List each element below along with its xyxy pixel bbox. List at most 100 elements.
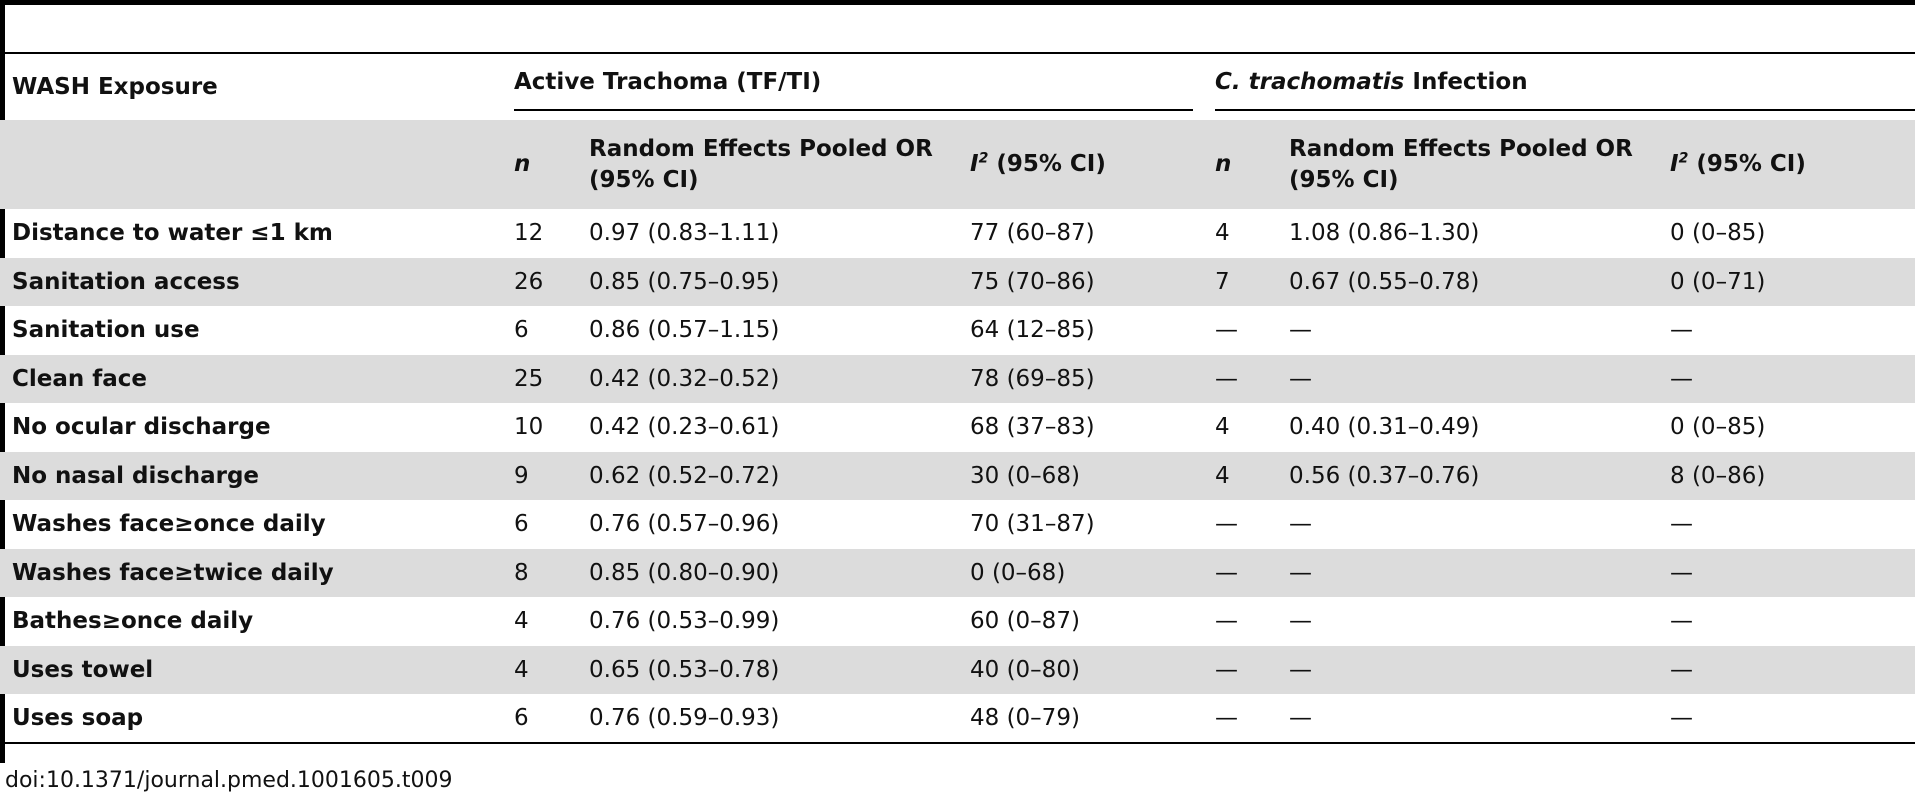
n-trachoma-cell: 4 [514,608,529,635]
exposure-cell: No ocular discharge [12,414,271,441]
i2-infection-cell: — [1670,365,1694,392]
n-trachoma-cell: 12 [514,220,544,247]
or-infection-cell: 1.08 (0.86–1.30) [1289,220,1480,247]
table-row: No nasal discharge 9 0.62 (0.52–0.72) 30… [0,451,1915,500]
n-infection-cell: — [1215,704,1239,731]
i2-trachoma-cell: 30 (0–68) [970,462,1080,489]
i2-ci-infection: (95% CI) [1688,151,1806,177]
doi-footnote: doi:10.1371/journal.pmed.1001605.t009 [5,768,453,793]
or-trachoma-cell: 0.65 (0.53–0.78) [589,656,780,683]
or-trachoma-cell: 0.62 (0.52–0.72) [589,462,780,489]
i2-trachoma-cell: 78 (69–85) [970,365,1095,392]
exposure-cell: Clean face [12,365,148,392]
i2-infection-cell: — [1670,656,1694,683]
n-header-infection: n [1215,151,1232,177]
i2-letter-trachoma: I [970,151,979,177]
exposure-cell: Washes face≥twice daily [12,559,334,586]
n-infection-cell: — [1215,559,1239,586]
or-infection-cell: — [1289,559,1313,586]
or-infection-cell: — [1289,365,1313,392]
n-infection-cell: — [1215,511,1239,538]
table-header: WASH Exposure Active Trachoma (TF/TI) C.… [0,53,1915,209]
table-row: Uses towel 4 0.65 (0.53–0.78) 40 (0–80) … [0,645,1915,694]
or-infection-cell: 0.67 (0.55–0.78) [1289,268,1480,295]
exposure-cell: Uses towel [12,656,154,683]
or-header-infection-line2: (95% CI) [1289,166,1399,193]
i2-header-trachoma: I2 (95% CI) [970,120,1215,209]
or-infection-cell: — [1289,511,1313,538]
i2-trachoma-cell: 70 (31–87) [970,511,1095,538]
n-header-trachoma: n [514,151,531,177]
i2-trachoma-cell: 75 (70–86) [970,268,1095,295]
or-trachoma-cell: 0.97 (0.83–1.11) [589,220,780,247]
or-trachoma-cell: 0.42 (0.32–0.52) [589,365,780,392]
i2-trachoma-cell: 64 (12–85) [970,317,1095,344]
exposure-subheader-blank [0,120,514,209]
table-row: No ocular discharge 10 0.42 (0.23–0.61) … [0,403,1915,452]
or-header-trachoma-line1: Random Effects Pooled OR [589,135,933,162]
table-row: Sanitation use 6 0.86 (0.57–1.15) 64 (12… [0,306,1915,355]
table-row: Distance to water ≤1 km 12 0.97 (0.83–1.… [0,209,1915,258]
table-row: Bathes≥once daily 4 0.76 (0.53–0.99) 60 … [0,597,1915,646]
or-infection-cell: — [1289,317,1313,344]
or-trachoma-cell: 0.76 (0.53–0.99) [589,608,780,635]
n-trachoma-cell: 6 [514,704,529,731]
or-header-trachoma-line2: (95% CI) [589,166,699,193]
i2-infection-cell: 8 (0–86) [1670,462,1766,489]
table-row: Uses soap 6 0.76 (0.59–0.93) 48 (0–79) —… [0,694,1915,743]
i2-superscript-trachoma: 2 [978,150,989,167]
i2-header-infection: I2 (95% CI) [1670,120,1915,209]
n-trachoma-cell: 8 [514,559,529,586]
n-infection-cell: — [1215,656,1239,683]
active-trachoma-header-text: Active Trachoma (TF/TI) [514,67,1194,111]
or-trachoma-cell: 0.85 (0.75–0.95) [589,268,780,295]
i2-infection-cell: 0 (0–85) [1670,414,1766,441]
exposure-cell: Washes face≥once daily [12,511,326,538]
or-trachoma-cell: 0.86 (0.57–1.15) [589,317,780,344]
n-trachoma-cell: 26 [514,268,544,295]
n-infection-cell: 7 [1215,268,1230,295]
left-rule [0,0,5,763]
n-infection-cell: — [1215,608,1239,635]
i2-trachoma-cell: 68 (37–83) [970,414,1095,441]
exposure-cell: No nasal discharge [12,462,260,489]
table-row: Washes face≥twice daily 8 0.85 (0.80–0.9… [0,548,1915,597]
i2-infection-cell: — [1670,704,1694,731]
ct-species-name: C. trachomatis [1215,69,1405,95]
active-trachoma-header: Active Trachoma (TF/TI) [514,53,1215,120]
n-infection-cell: — [1215,365,1239,392]
exposure-cell: Distance to water ≤1 km [12,220,333,247]
ct-infection-word: Infection [1404,69,1528,95]
or-trachoma-cell: 0.76 (0.57–0.96) [589,511,780,538]
n-infection-cell: 4 [1215,220,1230,247]
table-row: Sanitation access 26 0.85 (0.75–0.95) 75… [0,257,1915,306]
or-header-infection: Random Effects Pooled OR (95% CI) [1289,120,1670,209]
or-infection-cell: 0.56 (0.37–0.76) [1289,462,1480,489]
i2-trachoma-cell: 60 (0–87) [970,608,1080,635]
i2-letter-infection: I [1670,151,1679,177]
i2-trachoma-cell: 40 (0–80) [970,656,1080,683]
exposure-cell: Bathes≥once daily [12,608,254,635]
i2-trachoma-cell: 77 (60–87) [970,220,1095,247]
i2-infection-cell: — [1670,559,1694,586]
n-trachoma-cell: 4 [514,656,529,683]
header-sub-row: n Random Effects Pooled OR (95% CI) I2 (9… [0,120,1915,209]
or-header-trachoma: Random Effects Pooled OR (95% CI) [589,120,970,209]
top-rule [0,0,1915,5]
table-row: Clean face 25 0.42 (0.32–0.52) 78 (69–85… [0,354,1915,403]
i2-trachoma-cell: 48 (0–79) [970,704,1080,731]
header-group-row: WASH Exposure Active Trachoma (TF/TI) C.… [0,53,1915,120]
or-infection-cell: — [1289,656,1313,683]
n-trachoma-cell: 6 [514,317,529,344]
table-body: Distance to water ≤1 km 12 0.97 (0.83–1.… [0,209,1915,743]
exposure-cell: Sanitation use [12,317,200,344]
n-trachoma-cell: 25 [514,365,544,392]
n-trachoma-cell: 10 [514,414,544,441]
n-trachoma-cell: 6 [514,511,529,538]
i2-infection-cell: 0 (0–85) [1670,220,1766,247]
wash-exposure-header: WASH Exposure [12,74,218,100]
exposure-cell: Uses soap [12,704,144,731]
ct-infection-header: C. trachomatis Infection [1215,53,1915,120]
results-table-container: WASH Exposure Active Trachoma (TF/TI) C.… [0,52,1915,744]
i2-infection-cell: — [1670,608,1694,635]
